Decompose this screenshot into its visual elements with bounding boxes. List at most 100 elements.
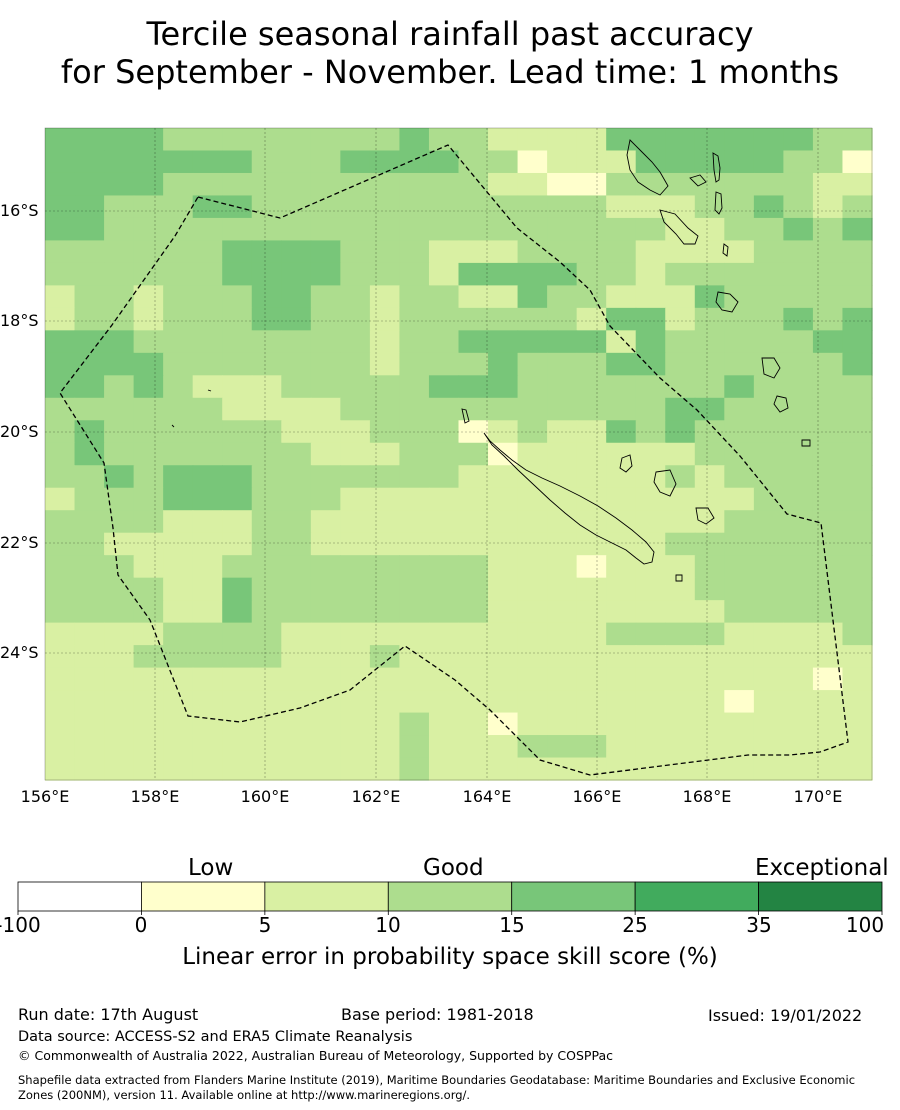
grid-cell [576, 240, 607, 264]
grid-cell [192, 352, 223, 376]
grid-cell [310, 532, 341, 556]
grid-cell [251, 217, 282, 242]
grid-cell [694, 667, 725, 691]
grid-cell [133, 532, 164, 556]
grid-cell [517, 307, 548, 331]
grid-cell [694, 735, 725, 759]
grid-cell [783, 352, 814, 376]
grid-cell [517, 420, 548, 444]
grid-cell [192, 307, 223, 331]
grid-cell [281, 330, 312, 354]
grid-cell [222, 667, 253, 691]
grid-cell [369, 150, 401, 174]
grid-cell [488, 465, 519, 489]
grid-cell [399, 195, 430, 219]
grid-cell [74, 555, 105, 579]
grid-cell [724, 532, 755, 556]
grid-cell [458, 195, 489, 219]
grid-cell [517, 757, 548, 781]
grid-cell [399, 330, 430, 354]
grid-cell [665, 555, 696, 579]
grid-cell [163, 487, 194, 511]
grid-cell [399, 555, 430, 579]
grid-cell [576, 150, 607, 174]
grid-cell [665, 240, 696, 264]
grid-cell [428, 577, 460, 601]
grid-cell [694, 465, 725, 489]
grid-cell [724, 150, 755, 174]
grid-cell [399, 217, 430, 242]
grid-cell [576, 600, 607, 624]
grid-cell [133, 645, 164, 669]
grid-cell [724, 465, 755, 489]
grid-cell [163, 510, 194, 534]
grid-cell [222, 307, 253, 331]
grid-cell [428, 712, 460, 736]
grid-cell [488, 285, 519, 309]
grid-cell [192, 262, 223, 286]
grid-cell [724, 555, 755, 579]
grid-cell [665, 285, 696, 309]
grid-cell [458, 217, 489, 242]
grid-cell [310, 150, 341, 174]
grid-cell [133, 487, 164, 511]
grid-cell [74, 622, 105, 646]
grid-cell [281, 667, 312, 691]
skill-score-grid [45, 128, 873, 781]
grid-cell [45, 600, 76, 624]
grid-cell [547, 757, 578, 781]
grid-cell [753, 397, 784, 421]
grid-cell [517, 735, 548, 759]
grid-cell [783, 690, 814, 714]
grid-cell [517, 465, 548, 489]
grid-cell [753, 262, 784, 286]
grid-cell [310, 622, 341, 646]
grid-cell [399, 712, 430, 736]
grid-cell [458, 172, 489, 197]
grid-cell [753, 510, 784, 534]
grid-cell [74, 172, 105, 197]
grid-cell [428, 375, 460, 399]
grid-cell [753, 600, 784, 624]
grid-cell [842, 465, 873, 489]
grid-cell [458, 330, 489, 354]
grid-cell [488, 667, 519, 691]
grid-cell [251, 307, 282, 331]
grid-cell [45, 352, 76, 376]
grid-cell [458, 128, 489, 152]
grid-cell [517, 375, 548, 399]
grid-cell [104, 150, 135, 174]
grid-cell [812, 600, 844, 624]
grid-cell [45, 285, 76, 309]
grid-cell [45, 735, 76, 759]
grid-cell [783, 285, 814, 309]
grid-cell [74, 128, 105, 152]
grid-cell [163, 622, 194, 646]
grid-cell [251, 735, 282, 759]
grid-cell [163, 262, 194, 286]
grid-cell [547, 532, 578, 556]
grid-cell [547, 622, 578, 646]
grid-cell [694, 555, 725, 579]
grid-cell [340, 532, 371, 556]
grid-cell [133, 600, 164, 624]
grid-cell [369, 465, 401, 489]
grid-cell [399, 262, 430, 286]
grid-cell [310, 600, 341, 624]
grid-cell [488, 352, 519, 376]
coastline-chesterfield-islet [207, 389, 212, 392]
grid-cell [842, 510, 873, 534]
eez-boundary [59, 144, 849, 776]
grid-cell [369, 397, 401, 421]
grid-cell [842, 217, 873, 242]
grid-cell [517, 128, 548, 152]
grid-cell [74, 420, 105, 444]
grid-cell [133, 285, 164, 309]
grid-cell [842, 285, 873, 309]
grid-cell [222, 172, 253, 197]
grid-cell [192, 555, 223, 579]
grid-cell [192, 532, 223, 556]
grid-cell [281, 712, 312, 736]
grid-cell [133, 195, 164, 219]
grid-cell [251, 262, 282, 286]
